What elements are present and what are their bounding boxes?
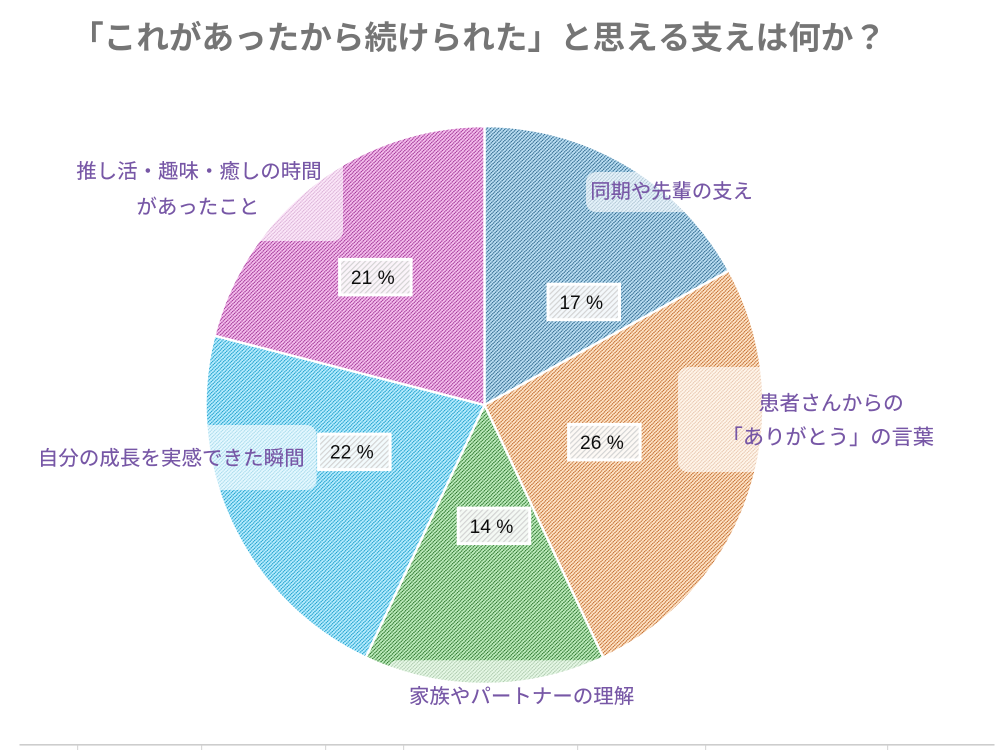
svg-text:22 %: 22 % — [330, 443, 374, 464]
svg-text:14 %: 14 % — [470, 517, 514, 538]
svg-text:17 %: 17 % — [559, 293, 603, 314]
svg-text:21 %: 21 % — [351, 268, 395, 289]
svg-text:26 %: 26 % — [580, 433, 624, 454]
